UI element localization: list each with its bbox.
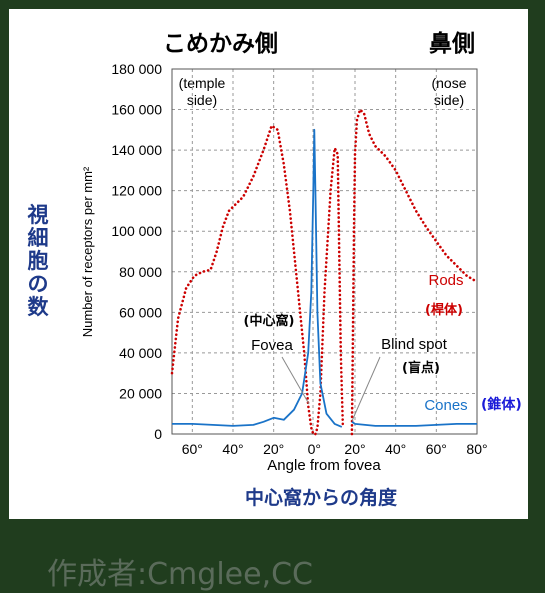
x-axis-label: Angle from fovea xyxy=(267,457,381,474)
cones-label: Cones xyxy=(424,397,467,414)
x-tick-label: 40° xyxy=(222,441,243,457)
y-tick-label: 40 000 xyxy=(119,345,162,361)
blind-spot-pointer xyxy=(351,356,381,422)
chart-panel: こめかみ側 鼻側 (temple side) (nose side) 0 20 000… xyxy=(9,9,528,519)
rods-label: Rods xyxy=(428,272,463,289)
rods-line-segment xyxy=(170,124,315,436)
y-tick-label: 0 xyxy=(154,426,162,442)
credit-text: 作成者:Cmglee,CC xyxy=(47,557,314,592)
y-tick-label: 100 000 xyxy=(111,223,162,239)
fovea-jp-label: (中心窩) xyxy=(244,313,295,329)
x-tick-label: 0° xyxy=(308,441,321,457)
y-axis-label: Number of receptors per mm² xyxy=(80,166,95,337)
grid-lines xyxy=(172,69,477,434)
ylabel-jp-char: 胞 xyxy=(28,249,49,273)
x-tick-label: 20° xyxy=(344,441,365,457)
ylabel-jp-char: 視 xyxy=(27,203,49,227)
temple-label: (temple side) xyxy=(179,75,226,108)
y-tick-label: 80 000 xyxy=(119,264,162,280)
header-left-jp: こめかみ側 xyxy=(163,31,278,57)
y-tick-label: 20 000 xyxy=(119,385,162,401)
y-tick-label: 160 000 xyxy=(111,102,162,118)
plot-frame xyxy=(171,68,478,435)
xlabel-jp: 中心窩からの角度 xyxy=(245,486,398,509)
fovea-label: Fovea xyxy=(251,337,293,354)
nose-label-line-1: (nose xyxy=(431,75,466,91)
temple-label-line-1: (temple xyxy=(179,75,226,91)
cones-series xyxy=(172,128,477,428)
rods-line-segment xyxy=(350,108,479,436)
cones-jp-label: (錐体) xyxy=(481,397,522,413)
cones-line-segment xyxy=(172,128,343,428)
y-tick-labels: 0 20 000 40 000 60 000 80 000 100 000 120 000 1… xyxy=(111,61,162,442)
x-tick-label: 80° xyxy=(466,441,487,457)
y-tick-label: 180 000 xyxy=(111,61,162,77)
rods-line-segment xyxy=(314,146,345,436)
x-tick-label: 20° xyxy=(263,441,284,457)
temple-label-line-2: side) xyxy=(187,92,217,108)
y-tick-label: 60 000 xyxy=(119,304,162,320)
rods-series xyxy=(170,108,479,436)
x-tick-label: 60° xyxy=(182,441,203,457)
rods-jp-label: (桿体) xyxy=(425,302,463,318)
cones-line-segment xyxy=(351,421,477,427)
ylabel-jp-char: の xyxy=(28,272,49,296)
chart-svg: こめかみ側 鼻側 (temple side) (nose side) 020 000… xyxy=(27,30,488,509)
x-tick-labels: 60° 40° 20° 0° 20° 40° 60° 80° xyxy=(182,441,488,457)
ylabel-jp-char: 数 xyxy=(28,295,50,319)
fovea-pointer xyxy=(281,356,310,405)
blind-spot-label: Blind spot xyxy=(381,336,448,353)
y-tick-label: 140 000 xyxy=(111,142,162,158)
blind-spot-jp-label: (盲点) xyxy=(402,360,440,376)
nose-label: (nose side) xyxy=(431,75,466,108)
header-right-jp: 鼻側 xyxy=(429,30,475,57)
x-tick-label: 60° xyxy=(426,441,447,457)
ylabel-jp-char: 細 xyxy=(28,226,49,250)
nose-label-line-2: side) xyxy=(434,92,464,108)
y-tick-label: 120 000 xyxy=(111,183,162,199)
x-tick-label: 40° xyxy=(385,441,406,457)
